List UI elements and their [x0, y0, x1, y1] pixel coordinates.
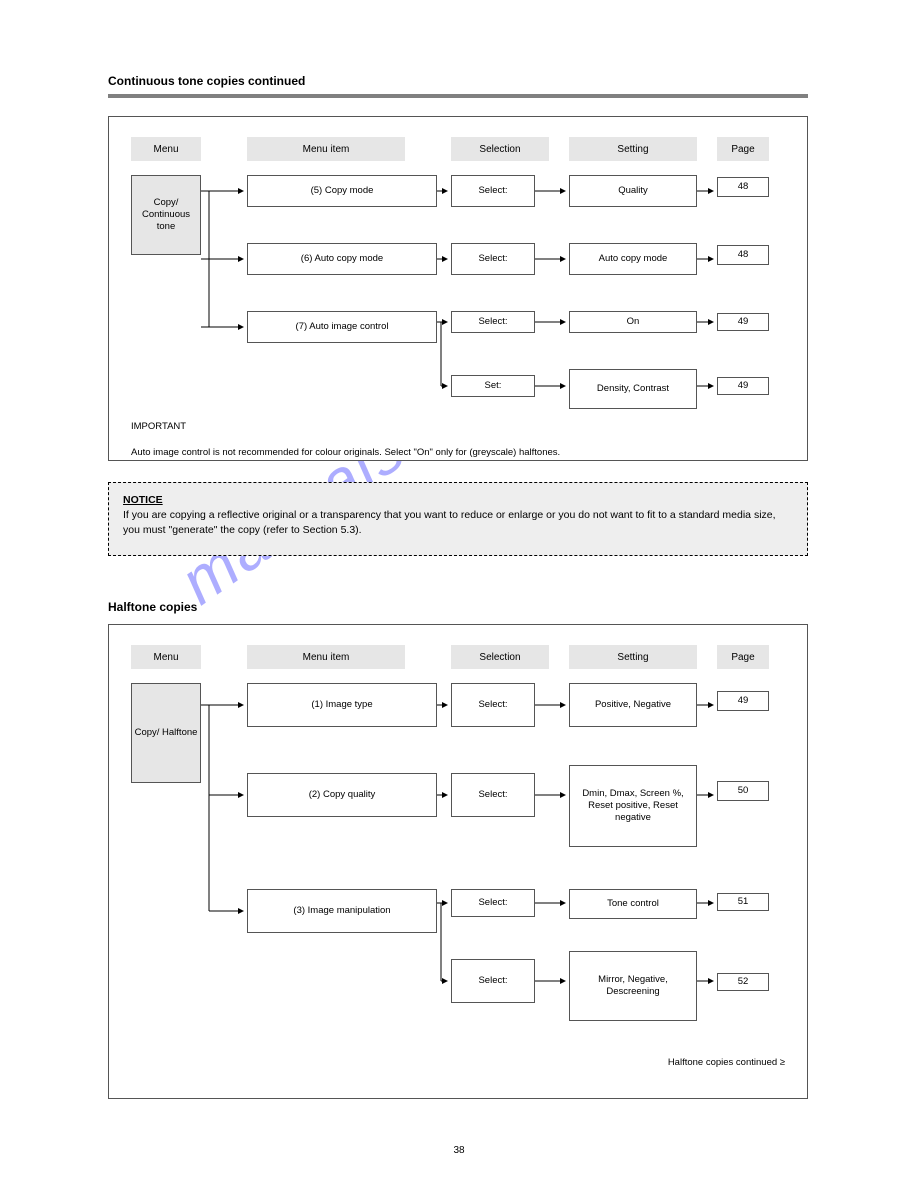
node-page: 50: [717, 781, 769, 801]
col-header-menu: Menu: [131, 137, 201, 161]
col-header-selection: Selection: [451, 137, 549, 161]
notice-text: If you are copying a reflective original…: [123, 509, 776, 536]
node-item: (5) Copy mode: [247, 175, 437, 207]
arrows-continuous: [109, 117, 809, 462]
node-setting: Positive, Negative: [569, 683, 697, 727]
page: manualshive.com Continuous tone copies c…: [0, 0, 918, 1188]
node-setting: Auto copy mode: [569, 243, 697, 275]
col-header-setting: Setting: [569, 645, 697, 669]
col-header-page: Page: [717, 137, 769, 161]
node-selection: Select:: [451, 311, 535, 333]
flowchart-continuous: Menu Menu item Selection Setting Page Co…: [108, 116, 808, 461]
node-item: (6) Auto copy mode: [247, 243, 437, 275]
node-page: 48: [717, 177, 769, 197]
node-item: (7) Auto image control: [247, 311, 437, 343]
node-selection: Set:: [451, 375, 535, 397]
node-selection: Select:: [451, 243, 535, 275]
node-page: 49: [717, 313, 769, 331]
start-box: Copy/ Continuous tone: [131, 175, 201, 255]
node-page: 49: [717, 377, 769, 395]
col-header-setting: Setting: [569, 137, 697, 161]
page-number: 38: [0, 1145, 918, 1156]
node-setting: Dmin, Dmax, Screen %, Reset positive, Re…: [569, 765, 697, 847]
footnote: Halftone copies continued ≥: [668, 1057, 785, 1068]
footnote: IMPORTANT Auto image control is not reco…: [131, 421, 771, 459]
section-title-continuous: Continuous tone copies continued: [108, 74, 305, 88]
node-selection: Select:: [451, 889, 535, 917]
node-setting: Tone control: [569, 889, 697, 919]
node-item: (3) Image manipulation: [247, 889, 437, 933]
node-selection: Select:: [451, 683, 535, 727]
header-rule: [108, 94, 808, 98]
notice-title: NOTICE: [123, 494, 163, 506]
node-item: (2) Copy quality: [247, 773, 437, 817]
section-title-halftone: Halftone copies: [108, 600, 197, 614]
col-header-selection: Selection: [451, 645, 549, 669]
node-setting: On: [569, 311, 697, 333]
flowchart-halftone: Menu Menu item Selection Setting Page Co…: [108, 624, 808, 1099]
node-setting: Quality: [569, 175, 697, 207]
col-header-menu: Menu: [131, 645, 201, 669]
node-setting: Density, Contrast: [569, 369, 697, 409]
notice-box: NOTICE If you are copying a reflective o…: [108, 482, 808, 556]
node-setting: Mirror, Negative, Descreening: [569, 951, 697, 1021]
node-page: 52: [717, 973, 769, 991]
node-page: 51: [717, 893, 769, 911]
col-header-item: Menu item: [247, 645, 405, 669]
node-page: 48: [717, 245, 769, 265]
start-box: Copy/ Halftone: [131, 683, 201, 783]
node-selection: Select:: [451, 959, 535, 1003]
node-selection: Select:: [451, 773, 535, 817]
node-selection: Select:: [451, 175, 535, 207]
col-header-page: Page: [717, 645, 769, 669]
col-header-item: Menu item: [247, 137, 405, 161]
node-item: (1) Image type: [247, 683, 437, 727]
node-page: 49: [717, 691, 769, 711]
